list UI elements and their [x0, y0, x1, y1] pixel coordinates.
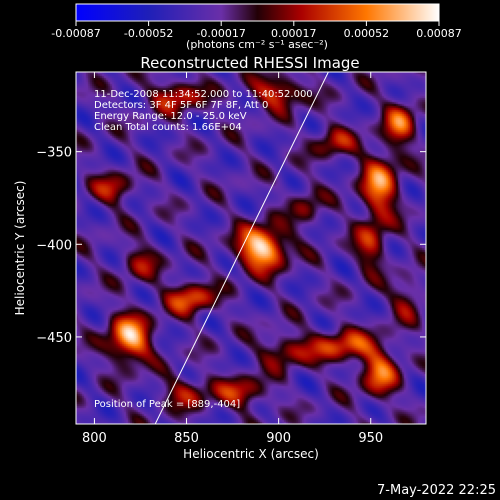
- colorbar-unit-label: (photons cm⁻² s⁻¹ asec⁻²): [186, 38, 328, 51]
- colorbar-tick-label: 0.00017: [271, 27, 317, 40]
- x-tick-label: 950: [358, 431, 383, 446]
- colorbar-tick-label: 0.00087: [416, 27, 462, 40]
- x-tick-label: 800: [82, 431, 107, 446]
- colorbar-bar: [75, 3, 440, 22]
- annotation-block: 11-Dec-2008 11:34:52.000 to 11:40:52.000…: [94, 89, 313, 133]
- annotation-counts: Clean Total counts: 1.66E+04: [94, 122, 242, 133]
- x-tick-label: 850: [174, 431, 199, 446]
- annotation-detectors: Detectors: 3F 4F 5F 6F 7F 8F, Att 0: [94, 100, 268, 111]
- y-tick-label: −400: [36, 238, 72, 253]
- x-tick-label: 900: [266, 431, 291, 446]
- limb-line: [154, 72, 329, 424]
- y-tick-label: −350: [36, 146, 72, 161]
- footer-timestamp: 7-May-2022 22:25: [377, 483, 496, 498]
- heatmap-image: [76, 72, 426, 424]
- colorbar-tick-label: -0.00017: [196, 27, 245, 40]
- colorbar-tick-label: -0.00087: [51, 27, 100, 40]
- plot-area: 800 850 900 950 −350 −400 −450: [36, 71, 427, 446]
- colorbar-tick-label: -0.00052: [124, 27, 173, 40]
- colorbar: -0.00087 -0.00052 -0.00017 0.00017 0.00052 0.…: [51, 3, 462, 51]
- peak-position-label: Position of Peak = [889,-404]: [94, 399, 240, 410]
- x-axis-label: Heliocentric X (arcsec): [183, 447, 319, 461]
- annotation-energy: Energy Range: 12.0 - 25.0 keV: [94, 111, 247, 122]
- chart-title: Reconstructed RHESSI Image: [140, 54, 359, 72]
- y-tick-label: −450: [36, 331, 72, 346]
- annotation-time: 11-Dec-2008 11:34:52.000 to 11:40:52.000: [94, 89, 313, 100]
- colorbar-tick-label: 0.00052: [344, 27, 390, 40]
- plot-frame: [75, 71, 427, 425]
- y-axis-label: Heliocentric Y (arcsec): [13, 181, 27, 316]
